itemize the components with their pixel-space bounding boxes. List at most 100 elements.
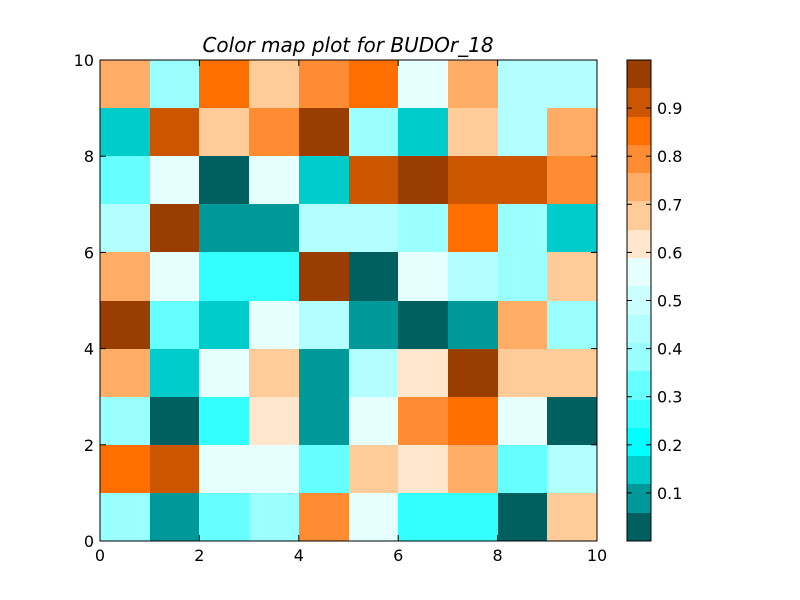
heatmap-cell: [299, 108, 349, 156]
heatmap-cell: [498, 493, 547, 541]
plot-frame: [99, 59, 598, 542]
heatmap-cell: [349, 445, 398, 493]
heatmap-cell: [498, 252, 547, 301]
heatmap-cell: [398, 445, 448, 493]
heatmap-cell: [398, 252, 448, 301]
heatmap-cell: [349, 493, 398, 541]
heatmap-cell: [150, 445, 199, 493]
colorbar-segment: [627, 371, 651, 400]
heatmap-cell: [448, 301, 498, 349]
colorbar-tick-label: 0.9: [657, 99, 682, 118]
colorbar-segment: [627, 456, 651, 484]
heatmap-cell: [547, 301, 597, 349]
heatmap-cell: [398, 301, 448, 349]
colorbar-tick-label: 0.1: [657, 484, 682, 503]
colorbar: 0.1 0.2 0.3 0.4 0.5 0.6 0.7 0.8 0.9: [626, 59, 682, 542]
heatmap-cell: [448, 397, 498, 445]
heatmap-cell: [100, 108, 150, 156]
colorbar-segment: [627, 60, 651, 88]
heatmap-cell: [100, 252, 150, 301]
x-tick-label: 6: [393, 546, 403, 565]
colorbar-segment: [627, 484, 651, 513]
heatmap-cell: [299, 445, 349, 493]
heatmap-cell: [150, 349, 199, 397]
colorbar-tick-label: 0.2: [657, 436, 682, 455]
colorbar-segment: [627, 145, 651, 173]
heatmap-cell: [150, 397, 199, 445]
heatmap-cell: [199, 349, 249, 397]
heatmap-cell: [199, 60, 249, 108]
x-tick-label: 0: [95, 546, 105, 565]
heatmap-cell: [398, 108, 448, 156]
heatmap-cell: [547, 445, 597, 493]
heatmap-cell: [199, 397, 249, 445]
colorbar-segment: [627, 400, 651, 428]
heatmap-cell: [150, 301, 199, 349]
heatmap-cell: [249, 349, 299, 397]
heatmap-cell: [448, 60, 498, 108]
heatmap-cell: [448, 445, 498, 493]
heatmap-cell: [199, 301, 249, 349]
x-tick-label: 8: [493, 546, 503, 565]
heatmap-cell: [100, 301, 150, 349]
heatmap-cell: [547, 108, 597, 156]
heatmap-cell: [150, 108, 199, 156]
colorbar-tick-label: 0.6: [657, 243, 682, 262]
heatmap-cell: [498, 60, 547, 108]
heatmap-cell: [547, 252, 597, 301]
heatmap-cell: [448, 108, 498, 156]
heatmap-cell: [100, 445, 150, 493]
heatmap-cell: [150, 204, 199, 252]
colorbar-segment: [627, 230, 651, 258]
heatmap-cell: [199, 252, 249, 301]
heatmap-cell: [150, 252, 199, 301]
y-tick-label: 10: [74, 51, 94, 70]
colorbar-tick-label: 0.3: [657, 388, 682, 407]
x-tick-label: 4: [294, 546, 304, 565]
heatmap-cell: [299, 204, 349, 252]
heatmap-cell: [349, 156, 398, 204]
heatmap-cell: [150, 493, 199, 541]
heatmap-cell: [448, 349, 498, 397]
x-tick-label: 2: [194, 546, 204, 565]
heatmap-cell: [150, 156, 199, 204]
colorbar-segment: [627, 201, 651, 230]
heatmap-cell: [199, 445, 249, 493]
heatmap-cell: [547, 397, 597, 445]
heatmap-cell: [199, 156, 249, 204]
y-tick-label: 8: [84, 147, 94, 166]
heatmap-cell: [249, 156, 299, 204]
heatmap-cell: [299, 301, 349, 349]
colorbar-segment: [627, 428, 651, 456]
heatmap-cell: [498, 204, 547, 252]
heatmap-cell: [299, 156, 349, 204]
heatmap-cell: [349, 252, 398, 301]
heatmap-cell: [349, 301, 398, 349]
heatmap-cell: [150, 60, 199, 108]
heatmap-cell: [349, 204, 398, 252]
heatmap-cell: [448, 204, 498, 252]
heatmap-cell: [398, 204, 448, 252]
colorbar-tick-label: 0.5: [657, 292, 682, 311]
heatmap-cell: [199, 204, 249, 252]
heatmap-cell: [547, 204, 597, 252]
heatmap-cell: [249, 60, 299, 108]
heatmap-cell: [498, 108, 547, 156]
heatmap-cell: [249, 493, 299, 541]
colorbar-segment: [627, 173, 651, 201]
colorbar-segment: [627, 117, 651, 145]
heatmap-cell: [249, 445, 299, 493]
heatmap-cell: [498, 349, 547, 397]
heatmap-cell: [249, 204, 299, 252]
heatmap-cell: [498, 397, 547, 445]
colorbar-tick-label: 0.8: [657, 147, 682, 166]
heatmap-cell: [100, 60, 150, 108]
heatmap-cell: [398, 349, 448, 397]
heatmap-cell: [547, 349, 597, 397]
heatmap-cell: [249, 252, 299, 301]
x-tick-label: 10: [587, 546, 607, 565]
colorbar-segment: [627, 343, 651, 371]
colorbar-tick-label: 0.4: [657, 340, 682, 359]
heatmap-cell: [249, 397, 299, 445]
heatmap-cell: [100, 156, 150, 204]
